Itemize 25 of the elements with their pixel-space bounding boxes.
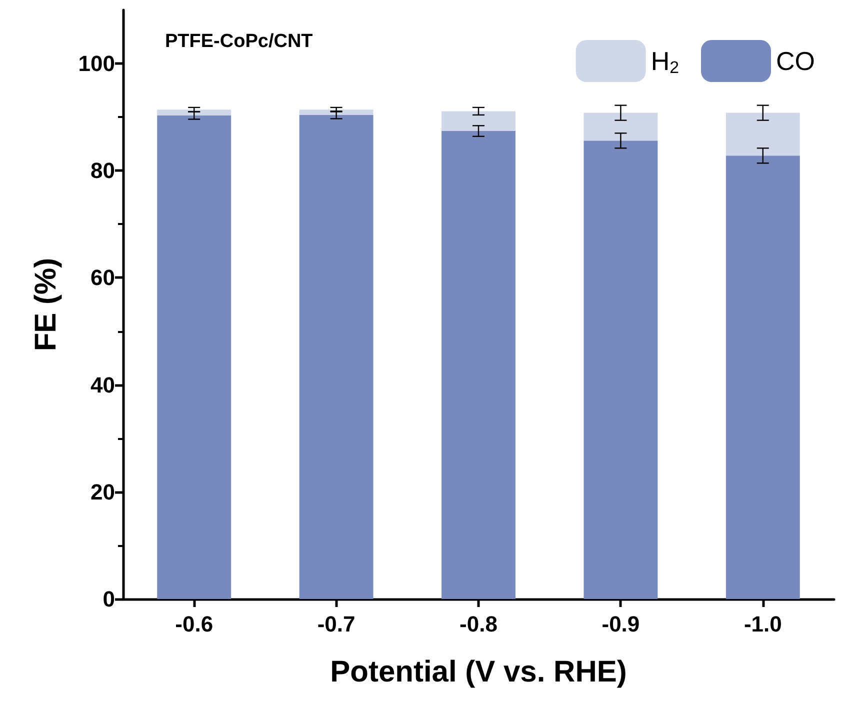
bar <box>157 115 232 599</box>
x-tick-label: -0.8 <box>460 612 498 636</box>
x-tick-label: -1.0 <box>744 612 782 636</box>
annotation: PTFE-CoPc/CNT <box>165 31 314 52</box>
x-axis-title: Potential (V vs. RHE) <box>330 656 627 688</box>
bar <box>584 140 658 599</box>
legend-label: CO <box>776 46 815 76</box>
bar <box>726 112 800 156</box>
y-tick-label: 60 <box>90 265 115 290</box>
x-tick-label: -0.6 <box>175 612 214 636</box>
y-tick-label: 80 <box>90 158 115 184</box>
bar <box>299 114 374 599</box>
bar <box>726 156 800 599</box>
y-tick-label: 20 <box>90 479 115 504</box>
x-tick-label: -0.7 <box>317 612 356 636</box>
bar <box>442 111 516 132</box>
bar <box>299 110 374 115</box>
x-tick-label: -0.9 <box>602 612 640 636</box>
y-axis-title: FE (%) <box>30 258 62 352</box>
bar <box>442 131 516 599</box>
y-tick-label: 0 <box>102 586 115 612</box>
bar <box>584 112 658 141</box>
bar <box>157 110 232 116</box>
y-tick-label: 40 <box>90 372 115 398</box>
y-tick-label: 100 <box>78 51 115 76</box>
